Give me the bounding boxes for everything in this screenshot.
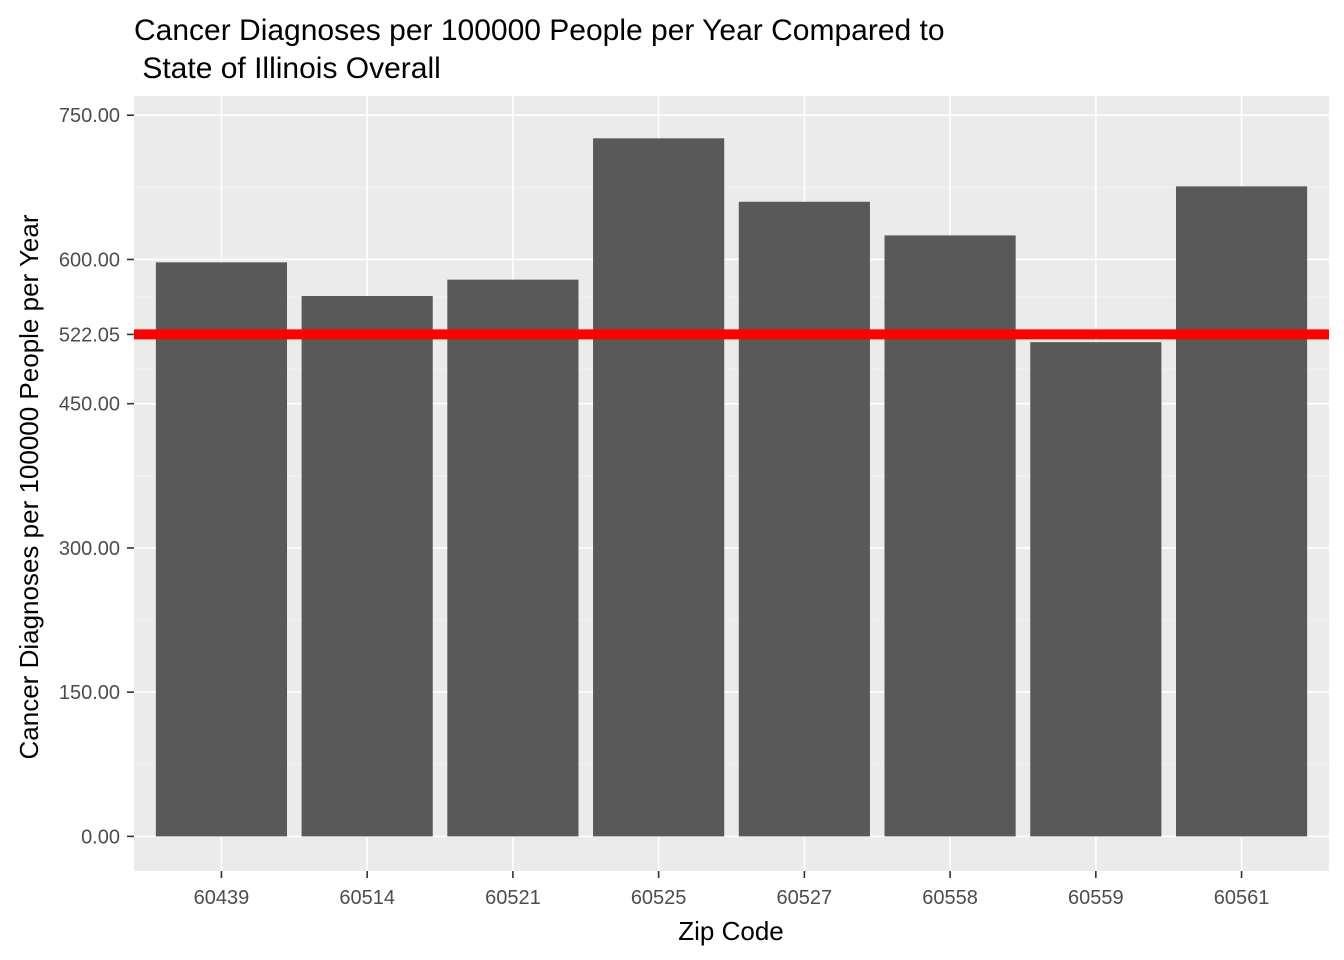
y-tick-label: 450.00 — [59, 394, 120, 416]
bar-60439 — [155, 262, 288, 837]
y-tick-label: 150.00 — [59, 682, 120, 704]
bar-60521 — [447, 279, 579, 837]
y-tick-label: 750.00 — [59, 105, 120, 127]
bar-60559 — [1030, 342, 1162, 837]
bar-60561 — [1175, 186, 1308, 837]
x-tick-label: 60514 — [339, 887, 395, 909]
x-tick-label: 60559 — [1068, 887, 1124, 909]
x-tick-label: 60527 — [777, 887, 833, 909]
bar-60525 — [593, 138, 725, 837]
y-tick-label: 522.05 — [59, 324, 120, 346]
chart-title-line-2: State of Illinois Overall — [134, 52, 441, 85]
y-tick-label: 300.00 — [59, 538, 120, 560]
x-axis-title: Zip Code — [678, 916, 784, 946]
x-tick-label: 60558 — [922, 887, 978, 909]
x-tick-label: 60525 — [631, 887, 687, 909]
x-tick-label: 60561 — [1214, 887, 1270, 909]
x-tick-label: 60521 — [485, 887, 541, 909]
y-axis: 0.00 150.00 300.00 450.00 522.05 600.00 750.00 — [59, 105, 134, 848]
bar-60514 — [301, 296, 433, 837]
y-axis-title: Cancer Diagnoses per 100000 People per Y… — [14, 214, 44, 759]
bar-60558 — [884, 235, 1016, 837]
y-tick-label: 0.00 — [81, 826, 120, 848]
y-tick-label: 600.00 — [59, 249, 120, 271]
bars-group — [155, 138, 1308, 837]
x-axis: 60439 60514 60521 60525 60527 60558 60559 60561 — [194, 871, 1270, 909]
chart-title-line-1: Cancer Diagnoses per 100000 People per Y… — [134, 14, 945, 47]
x-tick-label: 60439 — [194, 887, 250, 909]
bar-60527 — [738, 201, 870, 837]
